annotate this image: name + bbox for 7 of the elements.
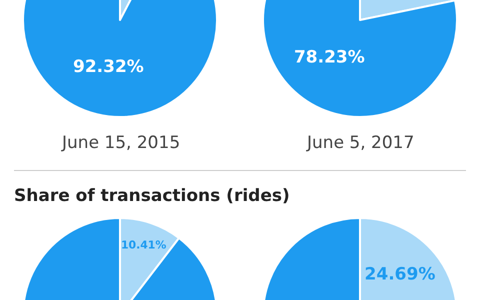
data-label: 92.32% — [73, 57, 144, 78]
text: June 5, 2017 — [306, 133, 414, 153]
data-label: 24.69% — [364, 264, 436, 284]
text: June 15, 2015 — [61, 133, 180, 153]
chart-title: Share of transactions (rides) — [14, 186, 290, 206]
data-label: 78.23% — [294, 48, 365, 68]
data-label: 10.41% — [120, 238, 166, 252]
